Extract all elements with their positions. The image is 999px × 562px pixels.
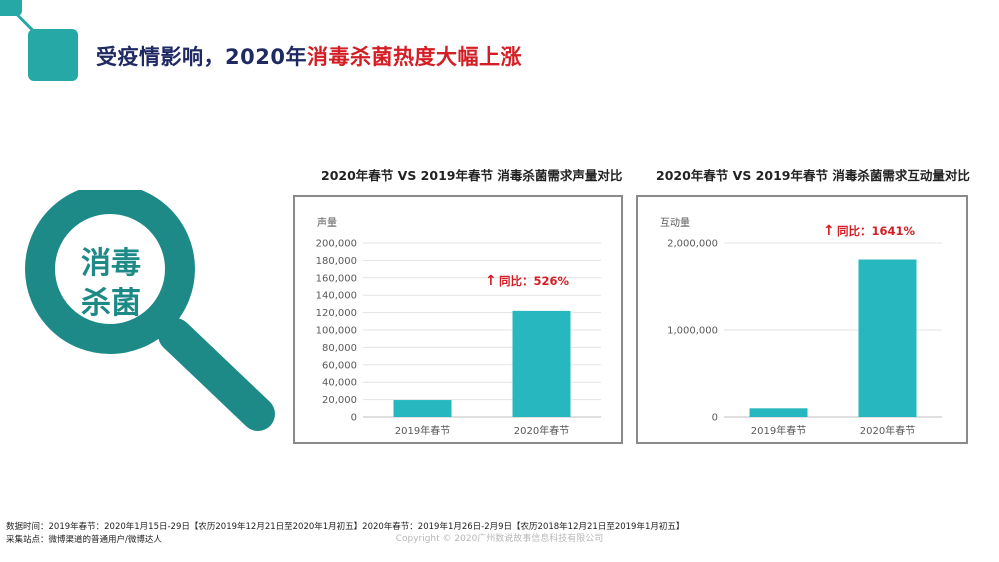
y-tick-label: 60,000 — [322, 360, 357, 371]
bar — [749, 408, 808, 417]
x-tick-label: 2020年春节 — [514, 424, 569, 437]
corner-decoration-square — [28, 29, 78, 81]
y-axis-label: 声量 — [317, 216, 337, 229]
y-tick-label: 120,000 — [316, 308, 357, 319]
magnifier-label-line1: 消毒 — [81, 246, 141, 281]
y-tick-label: 100,000 — [316, 326, 357, 337]
x-tick-label: 2020年春节 — [860, 424, 915, 437]
y-tick-label: 140,000 — [316, 291, 357, 302]
x-tick-label: 2019年春节 — [395, 424, 450, 437]
y-tick-label: 1,000,000 — [667, 326, 718, 337]
y-axis-label: 互动量 — [660, 217, 690, 229]
growth-annotation: 同比：526% — [499, 274, 570, 288]
y-tick-label: 2,000,000 — [667, 239, 718, 250]
page-title-highlight: 消毒杀菌热度大幅上涨 — [306, 45, 522, 69]
y-tick-label: 0 — [712, 413, 718, 424]
y-tick-label: 200,000 — [316, 239, 357, 250]
growth-annotation: 同比：1641% — [837, 224, 916, 238]
y-tick-label: 160,000 — [316, 273, 357, 284]
bar — [858, 259, 917, 417]
page-title: 受疫情影响，2020年消毒杀菌热度大幅上涨 — [96, 41, 522, 71]
copyright: Copyright © 2020广州数说故事信息科技有限公司 — [395, 534, 604, 544]
y-tick-label: 180,000 — [316, 256, 357, 267]
chart-interaction: 互动量 0 1,000,000 2,000,000 2019年春节 2020年春节 ↑ 同比：… — [660, 217, 942, 437]
up-arrow-icon: ↑ — [485, 273, 497, 289]
magnifier-label: 消毒 杀菌 — [66, 244, 156, 324]
magnifier-icon — [25, 190, 275, 431]
chart-title-volume: 2020年春节 VS 2019年春节 消毒杀菌需求声量对比 — [321, 168, 623, 183]
y-tick-label: 20,000 — [322, 395, 357, 406]
footnote-source: 采集站点：微博渠道的普通用户/微博达人 — [6, 535, 162, 545]
chart-title-interaction: 2020年春节 VS 2019年春节 消毒杀菌需求互动量对比 — [656, 168, 970, 183]
bar — [512, 310, 571, 417]
chart-volume: 声量 0 20,000 40,000 60,000 80,000 100,000 120,00… — [316, 216, 601, 437]
x-tick-label: 2019年春节 — [751, 424, 806, 437]
y-tick-label: 0 — [351, 413, 357, 424]
bar — [393, 400, 452, 417]
magnifier-label-line2: 杀菌 — [81, 286, 141, 321]
page-title-main: 受疫情影响，2020年 — [96, 45, 307, 69]
up-arrow-icon: ↑ — [823, 223, 835, 239]
corner-decoration-line — [12, 10, 34, 31]
y-tick-label: 80,000 — [322, 343, 357, 354]
footnote-data-time: 数据时间：2019年春节：2020年1月15日-29日【农历2019年12月21… — [6, 522, 685, 532]
chart-panel-volume: 声量 0 20,000 40,000 60,000 80,000 100,000 120,00… — [293, 195, 623, 444]
y-tick-label: 40,000 — [322, 378, 357, 389]
chart-panel-interaction: 互动量 0 1,000,000 2,000,000 2019年春节 2020年春节 ↑ 同比：… — [636, 195, 968, 444]
